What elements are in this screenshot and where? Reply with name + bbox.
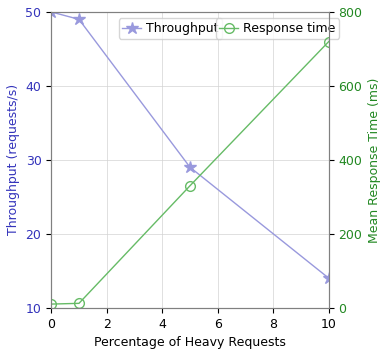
Legend: Response time: Response time [216, 18, 339, 39]
Line: Response time: Response time [46, 37, 334, 309]
Throughput [49, 10, 54, 14]
Response time [49, 302, 54, 306]
Response time [77, 301, 81, 305]
Y-axis label: Mean Response Time (ms): Mean Response Time (ms) [368, 77, 381, 242]
Response time [326, 40, 331, 44]
Throughput [326, 276, 331, 280]
X-axis label: Percentage of Heavy Requests: Percentage of Heavy Requests [94, 336, 286, 349]
Throughput [77, 17, 81, 21]
Response time [188, 184, 192, 188]
Line: Throughput: Throughput [45, 6, 335, 284]
Throughput [188, 165, 192, 169]
Y-axis label: Throughput (requests/s): Throughput (requests/s) [7, 84, 20, 235]
